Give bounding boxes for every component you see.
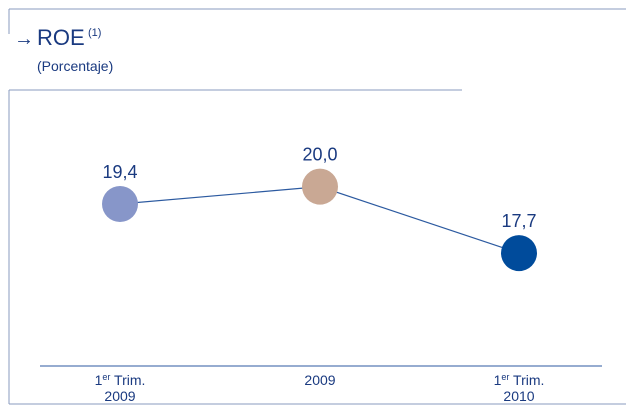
tick-label-line2: 2010	[503, 388, 534, 404]
tick-label: 1er Trim.	[494, 372, 545, 388]
tick-label: 2009	[304, 372, 335, 388]
chart-title-note: (1)	[88, 27, 101, 39]
chart-title: ROE	[37, 25, 85, 50]
tick-label: 1er Trim.	[95, 372, 146, 388]
data-label: 20,0	[302, 145, 337, 165]
data-label: 17,7	[501, 211, 536, 231]
data-point	[102, 186, 138, 222]
points-layer	[102, 168, 537, 272]
data-point	[501, 235, 537, 272]
arrow-icon: →	[14, 28, 34, 50]
data-point	[302, 168, 338, 205]
data-labels-layer: 19,4 20,0 17,7	[102, 145, 536, 231]
tick-label-line2: 2009	[104, 388, 135, 404]
chart-subtitle: (Porcentaje)	[37, 58, 113, 74]
data-label: 19,4	[102, 162, 137, 182]
